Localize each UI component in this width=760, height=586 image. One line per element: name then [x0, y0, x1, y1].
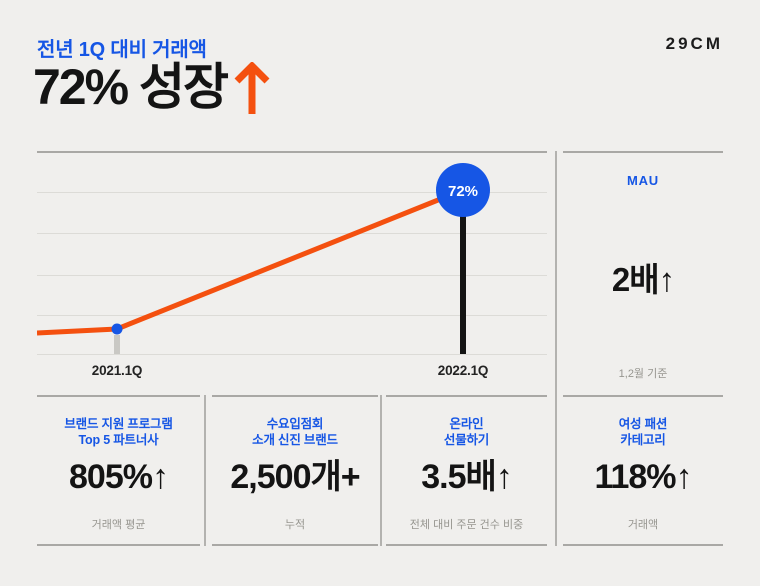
- headline-text: 72% 성장: [33, 58, 229, 115]
- stat-title-line1: 수요입점회: [266, 417, 324, 431]
- stat-title-line1: 여성 패션: [618, 417, 668, 431]
- stat-panel-womens-fashion: 여성 패션 카테고리 118%↑ 거래액: [563, 395, 723, 546]
- mau-panel-caption: 1,2월 기준: [618, 368, 668, 380]
- stat-caption: 누적: [284, 519, 306, 531]
- stat-title: 브랜드 지원 프로그램 Top 5 파트너사: [37, 416, 200, 448]
- stat-value: 2,500개+: [230, 458, 360, 496]
- gridline: [37, 192, 547, 193]
- stat-title-line2: Top 5 파트너사: [78, 433, 159, 447]
- start-point-tick: [114, 335, 120, 354]
- gridline: [37, 233, 547, 234]
- stat-title: 여성 패션 카테고리: [563, 416, 723, 448]
- stat-panel-online-gifting: 온라인 선물하기 3.5배↑ 전체 대비 주문 건수 비중: [386, 395, 547, 546]
- headline: 72% 성장: [33, 58, 270, 116]
- stat-caption: 거래액: [627, 519, 659, 531]
- stat-title-line1: 온라인: [449, 417, 484, 431]
- stat-panel-brand-partners: 브랜드 지원 프로그램 Top 5 파트너사 805%↑ 거래액 평균: [37, 395, 200, 546]
- brand-logo: 29CM: [665, 34, 723, 53]
- stat-value: 118%↑: [594, 458, 692, 496]
- stat-caption: 거래액 평균: [91, 519, 146, 531]
- up-arrow-icon: [234, 62, 270, 116]
- chart-canvas: 72%: [37, 163, 490, 354]
- end-point-marker: [436, 163, 490, 217]
- stat-title-line2: 선물하기: [443, 433, 490, 447]
- stat-caption: 전체 대비 주문 건수 비중: [409, 519, 524, 531]
- mau-panel-value: 2배↑: [611, 261, 675, 298]
- end-point-value-label: 72%: [448, 183, 478, 200]
- stat-value: 805%↑: [69, 458, 169, 496]
- stat-panel-new-brands: 수요입점회 소개 신진 브랜드 2,500개+ 누적: [212, 395, 378, 546]
- growth-line-chart: 72% 2021.1Q 2022.1Q: [37, 151, 547, 397]
- stat-title: 온라인 선물하기: [386, 416, 547, 448]
- chart-eyebrow-label: 전년 1Q 대비 거래액: [37, 39, 207, 61]
- x-axis-label-2021-1q: 2021.1Q: [91, 363, 143, 378]
- stat-value: 3.5배↑: [421, 458, 513, 496]
- vertical-divider-1: [204, 395, 206, 546]
- gridline: [37, 315, 547, 316]
- mau-panel-title: MAU: [626, 173, 659, 188]
- stat-title-line2: 소개 신진 브랜드: [252, 433, 338, 447]
- vertical-divider-2: [380, 395, 382, 546]
- gridline: [37, 354, 547, 355]
- x-axis-label-2022-1q: 2022.1Q: [437, 363, 489, 378]
- stat-title: 수요입점회 소개 신진 브랜드: [212, 416, 378, 448]
- stat-title-line1: 브랜드 지원 프로그램: [64, 417, 173, 431]
- stat-title-line2: 카테고리: [620, 433, 666, 447]
- vertical-divider-main: [555, 151, 557, 546]
- trend-line: [37, 187, 464, 336]
- gridline: [37, 275, 547, 276]
- mau-panel: MAU 2배↑ 1,2월 기준: [563, 151, 723, 397]
- start-point-dot: [111, 323, 123, 335]
